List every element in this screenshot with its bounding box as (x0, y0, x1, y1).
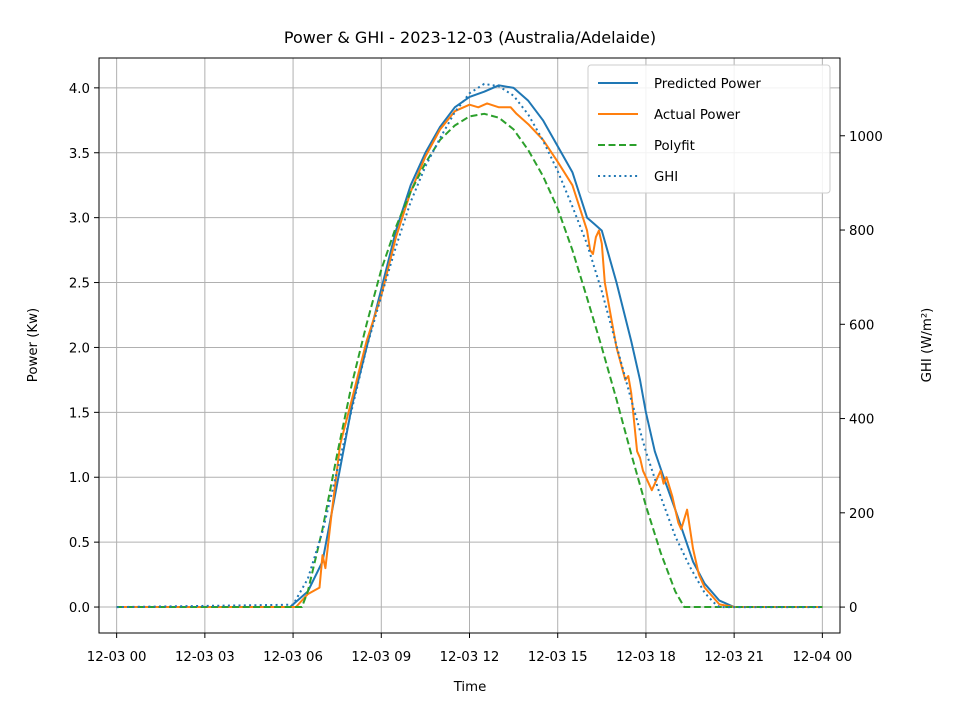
y-tick-label: 3.5 (69, 147, 90, 162)
x-tick-label: 12-03 21 (704, 650, 764, 665)
y2-tick-label: 800 (849, 224, 874, 239)
y2-tick-label: 0 (849, 601, 857, 616)
x-axis-label: Time (453, 680, 487, 695)
y2-tick-label: 600 (849, 318, 874, 333)
x-tick-label: 12-03 09 (351, 650, 411, 665)
y2-tick-label: 400 (849, 413, 874, 428)
chart-title: Power & GHI - 2023-12-03 (Australia/Adel… (284, 28, 656, 47)
y-tick-label: 0.0 (69, 601, 90, 616)
y2-tick-label: 200 (849, 507, 874, 522)
series-line-polyfit (116, 112, 823, 608)
legend-label-polyfit: Polyfit (654, 139, 695, 154)
x-tick-label: 12-04 00 (792, 650, 852, 665)
y2-axis-label: GHI (W/m²) (920, 308, 935, 383)
x-tick-label: 12-03 03 (175, 650, 235, 665)
legend: Predicted Power Actual Power Polyfit GHI (587, 64, 831, 194)
y-axis-label: Power (Kw) (26, 308, 41, 382)
legend-label-predicted-power: Predicted Power (654, 77, 761, 92)
y-axis-right: 0 200 400 600 800 1000 (840, 130, 883, 616)
y-tick-label: 3.0 (69, 212, 90, 227)
x-tick-label: 12-03 18 (616, 650, 676, 665)
x-tick-label: 12-03 15 (528, 650, 588, 665)
y-tick-label: 2.5 (69, 277, 90, 292)
y-axis-left: 0.0 0.5 1.0 1.5 2.0 2.5 3.0 3.5 4.0 (69, 82, 99, 616)
x-axis: 12-03 00 12-03 03 12-03 06 12-03 09 12-03 12… (87, 633, 852, 665)
series-layer (116, 82, 823, 609)
series-line-actual-power (116, 102, 823, 608)
x-tick-label: 12-03 06 (263, 650, 323, 665)
y-tick-label: 2.0 (69, 341, 90, 356)
y-tick-label: 0.5 (69, 536, 90, 551)
legend-label-ghi: GHI (654, 170, 678, 185)
x-tick-label: 12-03 12 (440, 650, 500, 665)
y-tick-label: 4.0 (69, 82, 90, 97)
legend-box (587, 64, 831, 194)
x-tick-label: 12-03 00 (87, 650, 147, 665)
y2-tick-label: 1000 (849, 130, 883, 145)
legend-label-actual-power: Actual Power (654, 108, 741, 123)
y-tick-label: 1.0 (69, 471, 90, 486)
y-tick-label: 1.5 (69, 406, 90, 421)
